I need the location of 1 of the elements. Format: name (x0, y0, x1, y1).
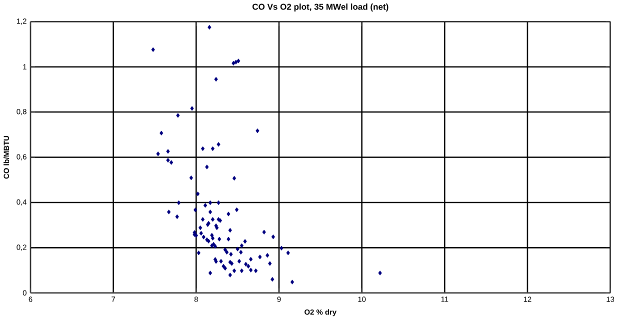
chart-title: CO Vs O2 plot, 35 MWel load (net) (252, 4, 388, 12)
